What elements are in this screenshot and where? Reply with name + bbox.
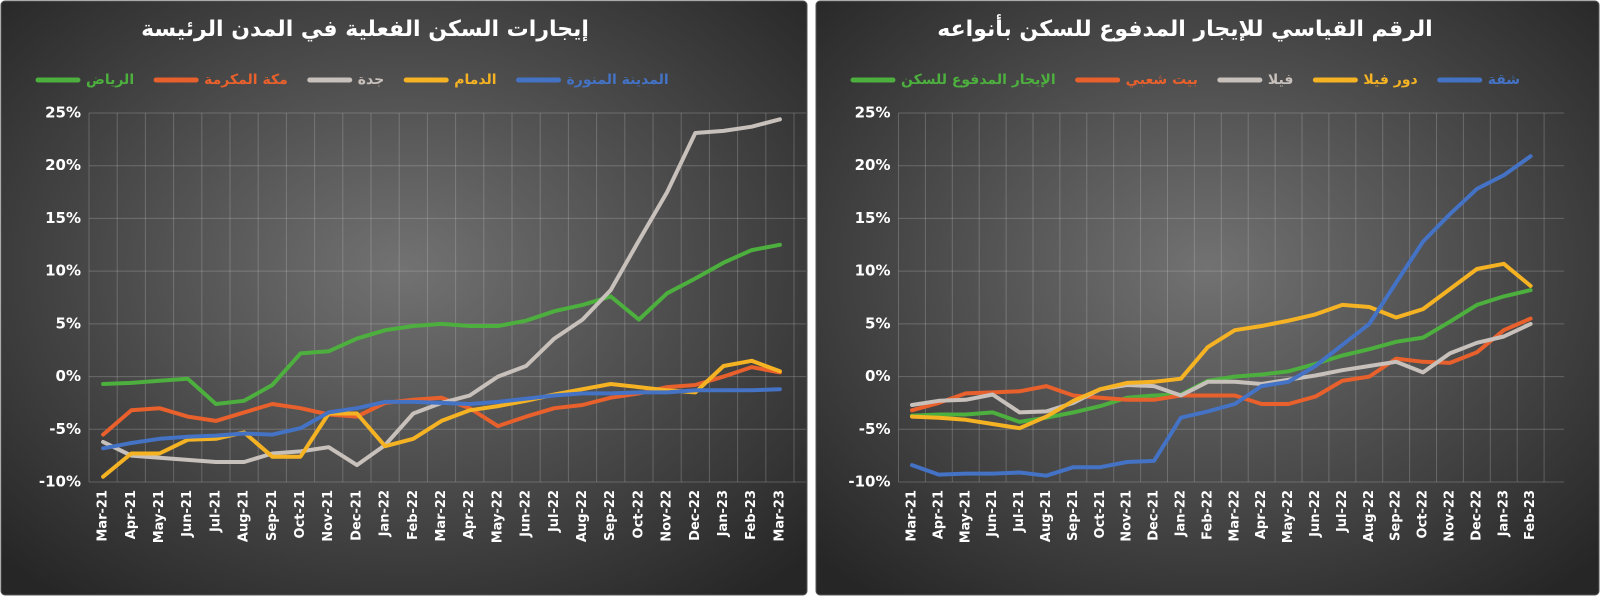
series-line [910,288,1533,424]
series-line [101,242,782,406]
y-tick-label: 0% [56,367,81,385]
x-tick-label: Oct-21 [293,490,308,538]
x-tick-label: Mar-22 [1227,490,1242,542]
legend-label: الإيجار المدفوع للسكن [901,72,1056,88]
series-line [910,261,1533,431]
x-tick-label: Aug-21 [1039,490,1054,542]
x-tick-label: Jul-22 [1335,490,1350,533]
panel-background [815,0,1600,596]
x-tick-label: Oct-21 [1093,490,1108,538]
x-tick-label: Aug-21 [237,490,252,542]
x-tick-label: Jan-22 [1173,490,1188,537]
x-tick-label: May-21 [958,490,973,543]
x-tick-label: Mar-23 [772,490,787,542]
y-tick-label: -5% [859,420,891,438]
x-tick-label: Dec-22 [1469,490,1484,541]
panel-background [0,0,808,596]
y-tick-label: 10% [855,262,891,280]
x-tick-label: Sep-21 [265,490,280,541]
x-tick-label: Mar-21 [96,490,111,542]
x-tick-label: Jun-22 [1308,490,1323,538]
x-tick-label: Oct-22 [1416,490,1431,538]
series-line [910,316,1533,413]
legend-label: جدة [358,72,384,88]
x-tick-label: Nov-21 [321,490,336,542]
series-line [910,154,1533,478]
x-tick-label: Sep-22 [1389,490,1404,541]
x-tick-label: Feb-23 [744,490,759,540]
chart-title: إيجارات السكن الفعلية في المدن الرئيسة [141,17,589,42]
y-tick-label: -10% [39,473,81,491]
x-tick-label: May-22 [490,490,505,543]
x-tick-label: Nov-21 [1120,490,1135,542]
x-tick-label: Jun-22 [519,490,534,538]
y-tick-label: 15% [45,209,81,227]
legend-label: الدمام [454,72,496,88]
x-tick-label: Jul-21 [208,490,223,533]
chart: إيجارات السكن الفعلية في المدن الرئيسة -1… [0,0,808,596]
x-tick-label: Jun-21 [180,490,195,538]
legend-label: شقة [1488,72,1520,88]
x-tick-label: Sep-21 [1066,490,1081,541]
y-tick-label: 25% [855,104,891,122]
x-tick-label: Feb-22 [1200,490,1215,540]
chart-title: الرقم القياسي للإيجار المدفوع للسكن بأنو… [937,13,1432,42]
x-tick-label: Jan-22 [378,490,393,537]
legend-label: فيلا [1268,72,1294,88]
x-tick-label: Aug-22 [1362,490,1377,542]
series-line [101,387,782,451]
legend-label: الرياض [86,72,134,88]
x-tick-label: Dec-21 [349,490,364,541]
x-tick-label: Nov-22 [1442,490,1457,542]
x-tick-label: Jan-23 [1496,490,1511,537]
x-tick-label: Jul-22 [547,490,562,533]
y-tick-label: 5% [56,314,81,332]
legend-label: دور فيلا [1363,72,1417,88]
series-line [101,358,782,479]
x-tick-label: Dec-21 [1147,490,1162,541]
legend-label: بيت شعبي [1126,72,1198,88]
x-tick-label: Jul-21 [1012,490,1027,533]
y-tick-label: -5% [49,420,81,438]
y-tick-label: 20% [855,156,891,174]
y-tick-label: 0% [865,367,890,385]
x-tick-label: Sep-22 [603,490,618,541]
x-tick-label: May-22 [1281,490,1296,543]
y-tick-label: 5% [865,314,890,332]
x-tick-label: Dec-22 [688,490,703,541]
y-tick-label: 10% [45,262,81,280]
x-tick-label: Nov-22 [660,490,675,542]
y-tick-label: -10% [848,473,890,491]
y-tick-label: 25% [45,104,81,122]
x-tick-label: Mar-22 [434,490,449,542]
chart: الرقم القياسي للإيجار المدفوع للسكن بأنو… [815,0,1600,596]
x-tick-label: Apr-21 [124,490,139,539]
legend-label: المدينة المنورة [567,72,669,88]
series-line [101,365,782,437]
x-tick-label: Mar-21 [904,490,919,542]
x-tick-label: Jan-23 [716,490,731,537]
x-tick-label: Apr-21 [931,490,946,539]
x-tick-label: Feb-22 [406,490,421,540]
x-tick-label: May-21 [152,490,167,543]
x-tick-label: Jun-21 [985,490,1000,538]
y-tick-label: 15% [855,209,891,227]
y-tick-label: 20% [45,156,81,174]
x-tick-label: Feb-23 [1523,490,1538,540]
x-tick-label: Aug-22 [575,490,590,542]
x-tick-label: Apr-22 [462,490,477,539]
legend-label: مكة المكرمة [204,72,288,88]
x-tick-label: Oct-22 [631,490,646,538]
series-line [910,321,1533,415]
x-tick-label: Apr-22 [1254,490,1269,539]
